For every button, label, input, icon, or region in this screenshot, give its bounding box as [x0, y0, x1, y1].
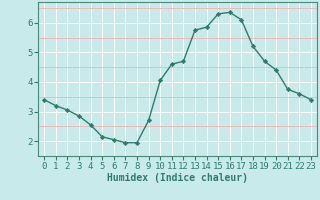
X-axis label: Humidex (Indice chaleur): Humidex (Indice chaleur) — [107, 173, 248, 183]
